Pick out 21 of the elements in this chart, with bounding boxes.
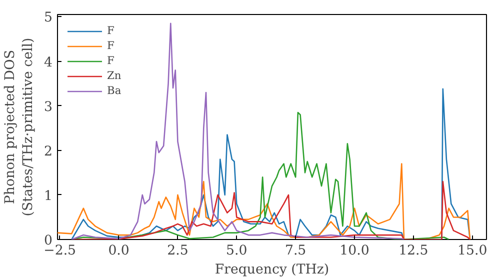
x-tick-label: 5.0: [226, 244, 248, 258]
y-axis-title: Phonon projected DOS (States/THz·primitive cell): [3, 38, 36, 216]
x-tick-label: 2.5: [167, 244, 188, 258]
y-tick-label: 2: [44, 144, 53, 160]
y-tick-label: 5: [44, 10, 53, 26]
x-tick-label: 10.0: [340, 244, 370, 258]
x-tick-label: 0.0: [108, 244, 130, 258]
line-series: [70, 22, 405, 240]
line-series: [70, 88, 471, 240]
x-tick-label: 7.5: [284, 244, 306, 258]
x-tick-label: 12.5: [398, 244, 428, 258]
legend-label: F: [107, 39, 116, 52]
y-tick-label: 3: [44, 100, 53, 115]
x-axis-title: Frequency (THz): [214, 262, 330, 278]
legend-label: Ba: [107, 84, 122, 97]
y-tick-label: 4: [44, 55, 53, 70]
legend-label: F: [107, 24, 116, 37]
legend-label: Zn: [107, 69, 122, 82]
y-tick-label: 1: [44, 188, 53, 204]
legend-label: F: [107, 54, 116, 67]
x-tick-label: 15.0: [458, 244, 488, 258]
